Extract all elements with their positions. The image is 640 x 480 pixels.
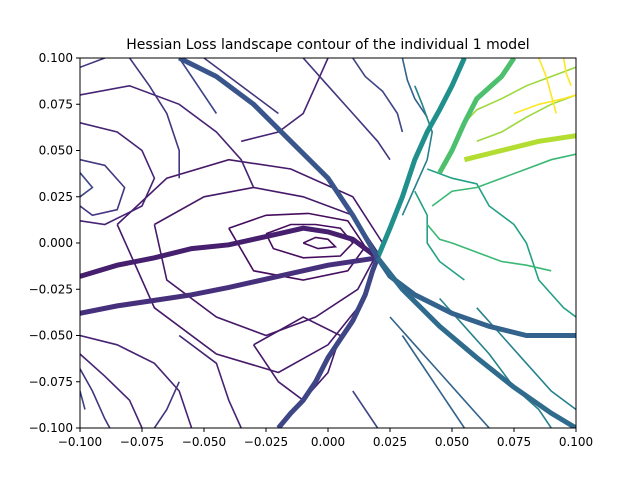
contour-line-level-0-1: [265, 223, 354, 259]
contour-line-level-10-1: [562, 58, 572, 87]
contour-line-level-8-1: [426, 223, 552, 272]
contour-line-level-5-0: [401, 58, 428, 118]
contour-line-level-8-0: [431, 153, 576, 207]
contour-line-level-5-2: [401, 335, 466, 428]
y-tick-label-6: 0.050: [39, 144, 73, 158]
contour-line-level-6-1: [439, 297, 552, 428]
ridge-contour-5: [437, 58, 517, 174]
contour-line-level-5-1: [389, 316, 490, 428]
y-tick-label-0: −0.100: [29, 421, 73, 435]
contour-line-level-2-4: [178, 334, 242, 428]
contour-plot-area: [80, 58, 576, 428]
ridge-contour-4: [375, 58, 467, 259]
y-tick-label-1: −0.075: [29, 375, 73, 389]
contour-line-level-2-0: [80, 122, 156, 226]
x-tick-label-2: −0.050: [182, 435, 226, 449]
contour-line-level-4-0: [80, 172, 94, 198]
y-axis: −0.100 −0.075 −0.050 −0.025 0.000 0.025 0.050 0…: [29, 51, 80, 435]
contour-line-level-3-4: [302, 58, 391, 161]
y-tick-label-5: 0.025: [39, 190, 73, 204]
x-tick-label-6: 0.050: [435, 435, 469, 449]
x-tick-label-7: 0.075: [497, 435, 531, 449]
x-tick-label-1: −0.075: [120, 435, 164, 449]
y-tick-label-7: 0.075: [39, 97, 73, 111]
contour-line-level-3-6: [153, 381, 180, 428]
x-tick-label-4: 0.000: [311, 435, 345, 449]
chart-title: Hessian Loss landscape contour of the in…: [126, 37, 529, 53]
contour-line-level-2-2: [80, 334, 193, 428]
x-axis: −0.100 −0.075 −0.050 −0.025 0.000 0.025 0.050 0…: [58, 428, 593, 449]
y-tick-label-2: −0.050: [29, 329, 73, 343]
contour-line-level-4-4: [352, 390, 379, 428]
contour-line-level-7-0: [426, 168, 576, 318]
ridge-contour-1: [80, 255, 378, 316]
contour-line-level-3-3: [203, 58, 279, 115]
contour-line-level-6-0: [401, 85, 434, 216]
contour-line-level-4-3: [80, 390, 86, 410]
x-tick-label-3: −0.025: [244, 435, 288, 449]
contour-line-level-3-5: [80, 368, 111, 428]
ridge-contour-8: [375, 256, 576, 428]
contour-line-level-0-0: [302, 236, 338, 250]
ridge-contour-7: [178, 58, 380, 260]
y-tick-label-3: −0.025: [29, 282, 73, 296]
contour-line-level-1-2: [252, 316, 342, 402]
y-tick-label-4: 0.000: [39, 236, 73, 250]
ridge-contour-2: [276, 256, 380, 428]
contour-line-level-10-0: [538, 58, 557, 114]
y-tick-label-8: 0.100: [39, 51, 73, 65]
contour-line-level-2-3: [80, 353, 143, 428]
x-tick-label-0: −0.100: [58, 435, 102, 449]
x-tick-label-8: 0.100: [559, 435, 593, 449]
contour-line-level-3-2: [128, 58, 180, 179]
ridge-contour-0: [80, 225, 380, 279]
contour-line-level-1-0: [153, 186, 379, 337]
contour-line-level-9-0: [463, 66, 576, 124]
x-tick-label-5: 0.025: [373, 435, 407, 449]
contour-line-level-4-2: [352, 58, 404, 133]
contour-line-level-10-2: [513, 94, 576, 115]
contour-line-level-4-1: [178, 58, 218, 114]
contour-line-level-7-1: [414, 190, 465, 281]
contour-line-level-3-1: [80, 58, 106, 69]
contour-line-level-9-1: [476, 94, 576, 143]
ridge-contour-6: [463, 133, 576, 163]
contour-line-level-3-0: [80, 158, 126, 217]
contour-line-level-2-1: [80, 84, 255, 188]
